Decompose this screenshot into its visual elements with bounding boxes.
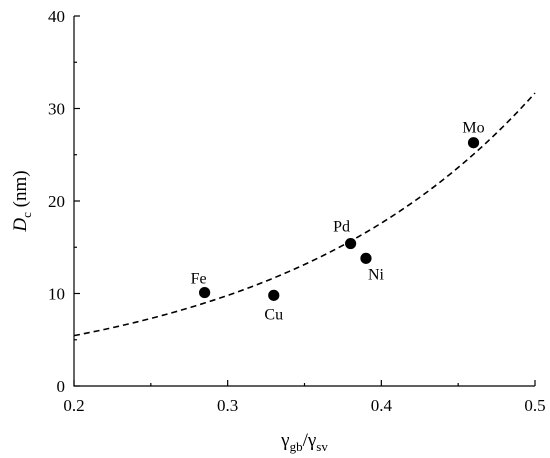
y-axis-title: Dc (nm) — [10, 170, 34, 232]
data-point-pd — [345, 237, 357, 250]
point-label-ni: Ni — [368, 266, 385, 283]
fit-curve — [73, 92, 536, 337]
axis-frame — [73, 16, 535, 387]
data-point-mo — [467, 137, 480, 149]
point-label-pd: Pd — [333, 219, 350, 236]
point-label-mo: Mo — [462, 120, 484, 137]
data-point-fe — [199, 286, 211, 299]
y-tick-label: 40 — [48, 7, 65, 26]
x-axis-title: γgb/γsv — [280, 430, 328, 454]
plot-area: Fe Cu Pd Ni Mo — [73, 92, 536, 337]
x-axis-ticks: 0.2 0.3 0.4 0.5 — [63, 380, 546, 415]
point-label-cu: Cu — [264, 306, 283, 323]
x-tick-label: 0.2 — [63, 396, 84, 415]
y-tick-label: 30 — [48, 100, 65, 119]
y-tick-label: 10 — [48, 285, 65, 304]
y-tick-label: 20 — [48, 192, 65, 211]
y-axis-ticks: 0 10 20 30 40 — [48, 7, 80, 396]
x-tick-label: 0.3 — [217, 396, 238, 415]
x-tick-label: 0.4 — [371, 396, 393, 415]
data-points — [199, 137, 480, 301]
point-labels: Fe Cu Pd Ni Mo — [191, 120, 485, 324]
axes — [73, 16, 535, 387]
x-tick-label: 0.5 — [524, 396, 545, 415]
data-point-ni — [360, 252, 372, 264]
data-point-cu — [268, 289, 280, 301]
y-tick-label: 0 — [57, 377, 66, 396]
point-label-fe: Fe — [191, 271, 207, 288]
